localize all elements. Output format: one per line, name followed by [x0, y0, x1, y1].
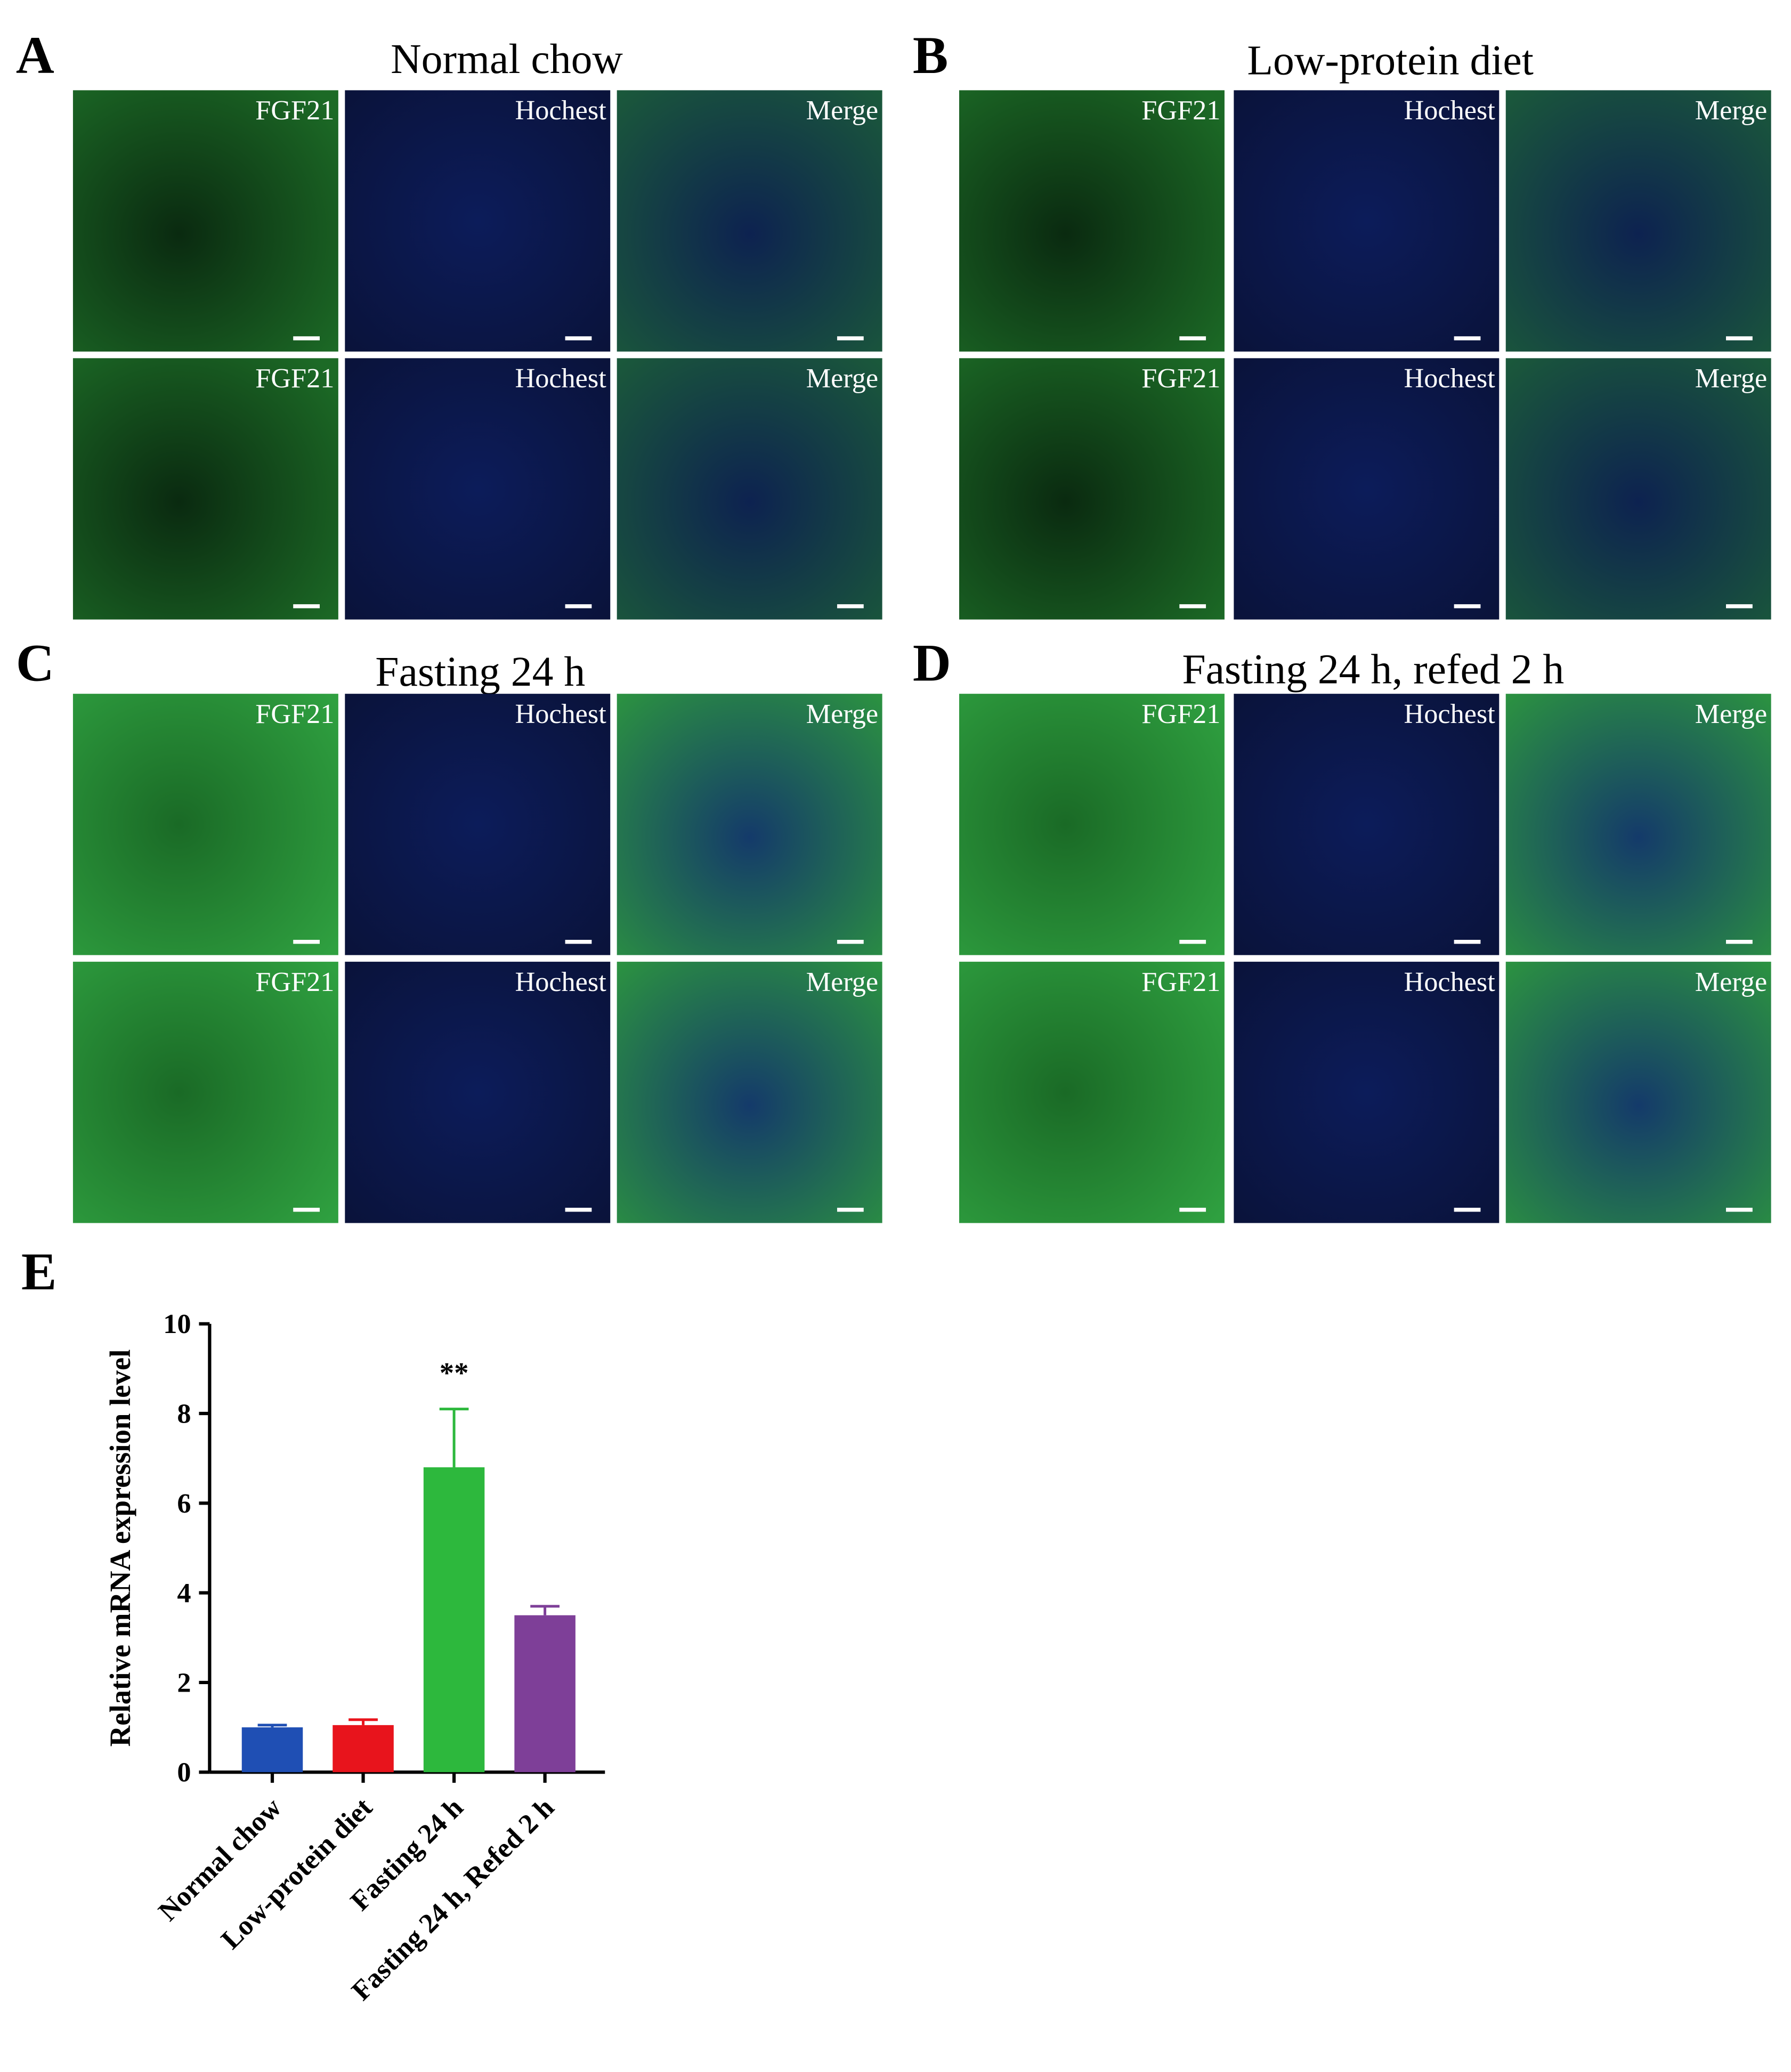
image-label: FGF21 [1141, 698, 1220, 729]
micrograph [345, 90, 611, 352]
micrograph [72, 358, 338, 620]
panel-letter: C [16, 633, 54, 692]
image-label: Merge [806, 363, 878, 394]
image-label: Merge [1695, 698, 1767, 729]
image-label: Hochest [1404, 363, 1496, 394]
panel-title: Fasting 24 h, refed 2 h [1182, 646, 1564, 693]
significance: ** [440, 1356, 469, 1389]
micrograph [617, 90, 882, 352]
bar [333, 1725, 394, 1773]
y-tick-label: 8 [177, 1398, 191, 1429]
panel-title: Low-protein diet [1247, 37, 1534, 84]
panel-title: Normal chow [391, 36, 623, 83]
image-label: Hochest [515, 966, 606, 997]
image-label: Hochest [515, 95, 606, 126]
error-bar [349, 1718, 378, 1725]
micrograph [345, 358, 611, 620]
image-label: FGF21 [1141, 95, 1220, 126]
y-tick-label: 6 [177, 1488, 191, 1519]
micrograph [72, 90, 338, 352]
micrograph [72, 694, 338, 955]
bar [423, 1467, 485, 1773]
micrograph [345, 694, 611, 955]
image-label: Merge [1695, 966, 1767, 997]
image-label: Merge [1695, 363, 1767, 394]
image-label: Hochest [1404, 966, 1496, 997]
panel-title: Fasting 24 h [375, 648, 585, 695]
image-label: Hochest [515, 363, 606, 394]
image-label: Merge [806, 698, 878, 729]
image-label: FGF21 [1141, 966, 1220, 997]
micrograph [1234, 90, 1500, 352]
micrograph [1234, 358, 1500, 620]
y-tick-label: 10 [163, 1309, 191, 1339]
y-tick-label: 2 [177, 1667, 191, 1698]
micrograph [959, 962, 1225, 1223]
panel-letter: A [16, 26, 54, 85]
y-tick-label: 4 [177, 1578, 191, 1608]
image-label: FGF21 [255, 363, 334, 394]
micrograph [345, 962, 611, 1223]
panel-letter: D [913, 633, 951, 692]
x-tick-label: Low-protein diet [215, 1792, 379, 1955]
panel-letter: E [21, 1242, 56, 1301]
image-label: Hochest [1404, 698, 1496, 729]
image-label: Merge [806, 966, 878, 997]
micrograph [617, 694, 882, 955]
image-label: Hochest [515, 698, 606, 729]
micrograph [1234, 694, 1500, 955]
image-label: Hochest [1404, 95, 1496, 126]
micrograph [1505, 90, 1771, 352]
micrograph [617, 962, 882, 1223]
micrograph [617, 358, 882, 620]
y-tick-label: 0 [177, 1757, 191, 1788]
image-label: Merge [1695, 95, 1767, 126]
y-axis-label: Relative mRNA expression level [104, 1350, 136, 1747]
image-label: FGF21 [255, 95, 334, 126]
micrograph [959, 694, 1225, 955]
micrograph [1505, 358, 1771, 620]
error-bar [439, 1408, 469, 1468]
micrograph [1234, 962, 1500, 1223]
micrograph [1505, 962, 1771, 1223]
micrograph [72, 962, 338, 1223]
bar [241, 1727, 303, 1773]
micrograph [959, 358, 1225, 620]
panel-letter: B [913, 26, 948, 85]
image-label: Merge [806, 95, 878, 126]
micrograph [1505, 694, 1771, 955]
image-label: FGF21 [255, 698, 334, 729]
error-bar [530, 1605, 560, 1615]
image-label: FGF21 [255, 966, 334, 997]
bar [514, 1615, 576, 1773]
error-bar [257, 1724, 287, 1728]
image-label: FGF21 [1141, 363, 1220, 394]
micrograph [959, 90, 1225, 352]
